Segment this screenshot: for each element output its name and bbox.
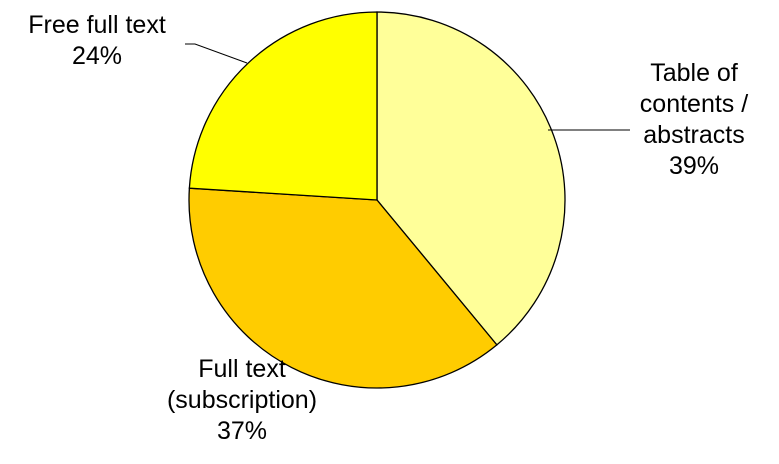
pie-slice-3 [188,11,378,201]
slice-label-1: Table of contents / abstracts 39% [640,59,748,180]
pie-slice-1 [376,11,566,346]
leader-line-3 [185,43,248,64]
pie-slices [188,11,566,389]
slice-label-3: Free full text 24% [28,11,166,70]
slice-label-2: Full text (subscription) 37% [167,355,317,445]
pie-slice-2 [188,187,498,389]
slice-labels: Table of contents / abstracts 39% Full text(… [28,11,748,445]
leader-lines [185,43,630,131]
